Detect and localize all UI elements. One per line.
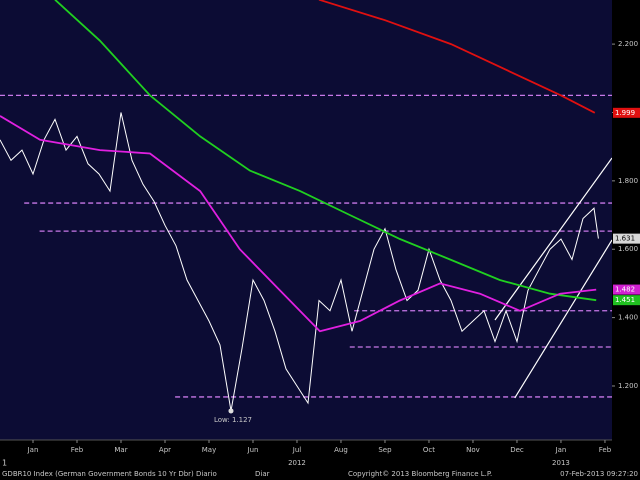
series-line [54, 0, 597, 302]
low-marker [228, 408, 234, 414]
last-value-box [613, 284, 640, 295]
trend-line [494, 157, 612, 321]
x-tick-label: Jan [555, 446, 567, 454]
x-tick-label: May [202, 446, 216, 454]
x-tick-label: Feb [599, 446, 612, 454]
last-value-box [613, 233, 640, 244]
last-value-box [613, 295, 640, 306]
x-tick-label: Sep [378, 446, 392, 454]
x-tick-label: Jun [247, 446, 259, 454]
x-tick-label: Mar [114, 446, 127, 454]
x-tick-label: Jul [292, 446, 302, 454]
x-tick-label: Dec [510, 446, 524, 454]
footer-timestamp: 07-Feb-2013 09:27:20 [560, 470, 638, 478]
page-number: 1 [2, 459, 7, 468]
last-value-label: 1.451 [615, 296, 635, 304]
x-tick-label: Apr [159, 446, 171, 454]
last-value-box [613, 107, 640, 118]
x-tick-label: Feb [71, 446, 84, 454]
series-line [318, 0, 596, 114]
x-tick-label: Aug [334, 446, 348, 454]
trend-line [514, 239, 612, 399]
x-tick-label: Jan [27, 446, 39, 454]
plot-layer: Low: 1.127 [0, 0, 612, 424]
series-line [0, 115, 597, 333]
last-value-label: 1.631 [615, 235, 635, 243]
footer-copyright: Copyright© 2013 Bloomberg Finance L.P. [348, 470, 492, 478]
footer-mid: Diar [255, 470, 270, 478]
y-axis-area [612, 0, 640, 440]
low-annotation: Low: 1.127 [214, 416, 252, 424]
last-value-label: 1.482 [615, 286, 635, 294]
y-tick-label: 1.800 [618, 177, 638, 185]
x-tick-label: Oct [423, 446, 435, 454]
year-label: 2013 [552, 459, 570, 467]
y-tick-label: 2.200 [618, 40, 638, 48]
last-value-label: 1.999 [615, 109, 635, 117]
series-line [0, 112, 599, 411]
y-tick-label: 1.400 [618, 314, 638, 322]
y-tick-label: 1.200 [618, 382, 638, 390]
plot-area [0, 0, 612, 440]
footer-left: GDBR10 Index (German Government Bonds 10… [2, 470, 217, 478]
y-tick-label: 1.600 [618, 245, 638, 253]
year-label: 2012 [288, 459, 306, 467]
x-tick-label: Nov [466, 446, 480, 454]
